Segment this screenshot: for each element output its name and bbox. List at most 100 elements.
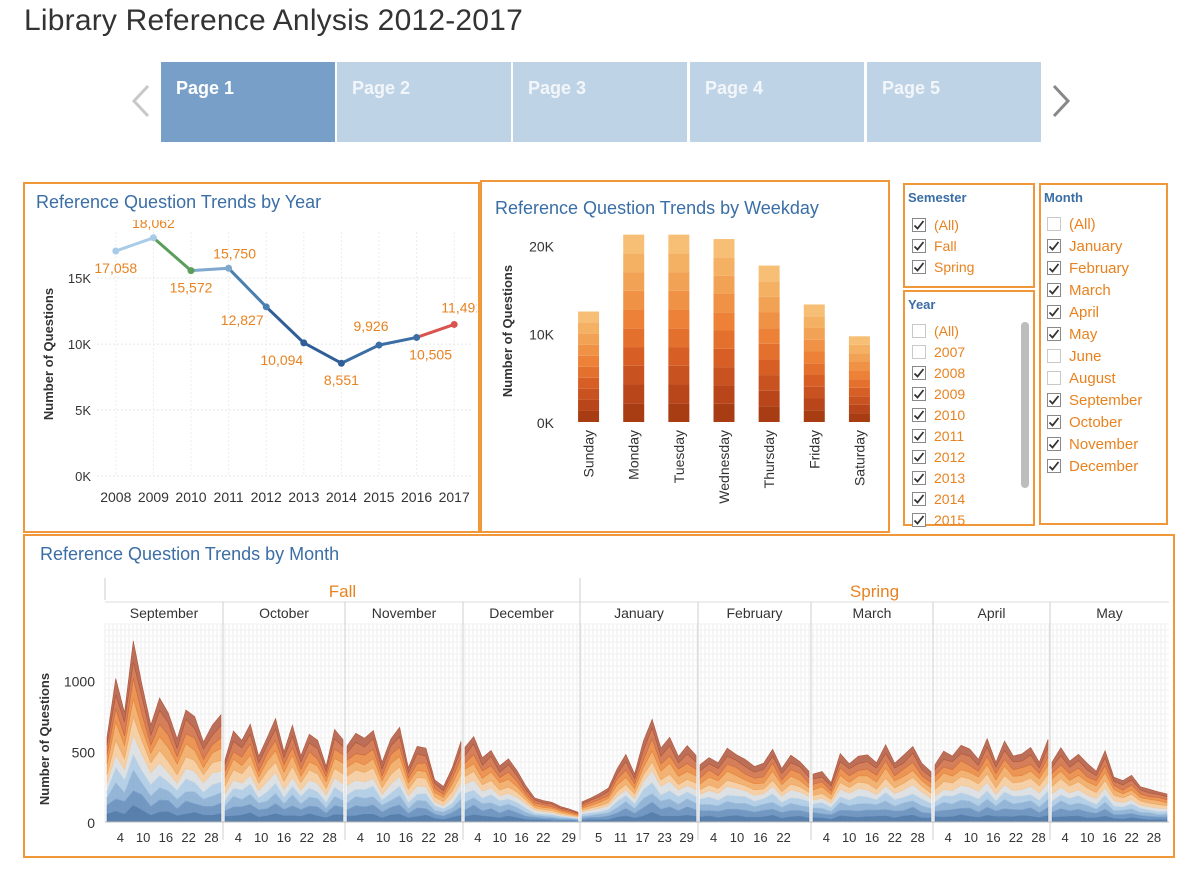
- data-point[interactable]: [413, 333, 421, 341]
- checkbox[interactable]: [1047, 239, 1061, 253]
- checkbox[interactable]: [912, 408, 926, 422]
- bar-segment[interactable]: [713, 330, 735, 349]
- checkbox[interactable]: [912, 239, 926, 253]
- bar-segment[interactable]: [848, 396, 870, 405]
- bar-segment[interactable]: [848, 344, 870, 354]
- year-filter-option[interactable]: (All): [912, 321, 959, 341]
- bar-segment[interactable]: [713, 257, 735, 276]
- bar-segment[interactable]: [803, 327, 825, 340]
- bar-segment[interactable]: [848, 379, 870, 388]
- bar-segment[interactable]: [668, 253, 690, 273]
- bar-segment[interactable]: [578, 377, 600, 389]
- bar-segment[interactable]: [668, 234, 690, 254]
- bar-segment[interactable]: [803, 410, 825, 422]
- tab-page-3[interactable]: Page 3: [513, 62, 687, 142]
- area-layer[interactable]: [812, 743, 932, 787]
- bar-segment[interactable]: [713, 367, 735, 386]
- month-filter-option[interactable]: June: [1047, 346, 1102, 366]
- bar-segment[interactable]: [578, 410, 600, 422]
- bar-segment[interactable]: [758, 359, 780, 376]
- tab-page-2[interactable]: Page 2: [337, 62, 511, 142]
- bar-segment[interactable]: [668, 347, 690, 366]
- bar-segment[interactable]: [578, 388, 600, 400]
- year-filter-option[interactable]: 2008: [912, 363, 965, 383]
- month-filter-option[interactable]: October: [1047, 412, 1122, 432]
- bar-segment[interactable]: [758, 281, 780, 297]
- data-point[interactable]: [112, 247, 120, 255]
- bar-segment[interactable]: [578, 355, 600, 367]
- month-filter-option[interactable]: December: [1047, 456, 1138, 476]
- bar-segment[interactable]: [803, 304, 825, 317]
- semester-filter-option[interactable]: (All): [912, 215, 959, 235]
- checkbox[interactable]: [1047, 217, 1061, 231]
- area-layer[interactable]: [346, 726, 462, 792]
- year-filter-option[interactable]: 2013: [912, 468, 965, 488]
- checkbox[interactable]: [912, 218, 926, 232]
- bar-segment[interactable]: [848, 370, 870, 380]
- bar-segment[interactable]: [803, 386, 825, 399]
- bar-segment[interactable]: [758, 312, 780, 329]
- checkbox[interactable]: [912, 324, 926, 338]
- bar-segment[interactable]: [623, 253, 645, 273]
- month-filter-option[interactable]: January: [1047, 236, 1122, 256]
- year-filter-option[interactable]: 2014: [912, 489, 965, 509]
- bar-segment[interactable]: [803, 398, 825, 411]
- year-filter-option[interactable]: 2009: [912, 384, 965, 404]
- checkbox[interactable]: [912, 492, 926, 506]
- checkbox[interactable]: [1047, 305, 1061, 319]
- bar-segment[interactable]: [758, 296, 780, 313]
- year-filter-option[interactable]: 2012: [912, 447, 965, 467]
- year-filter-option[interactable]: 2011: [912, 426, 964, 446]
- data-point[interactable]: [225, 264, 233, 272]
- bar-segment[interactable]: [668, 272, 690, 291]
- checkbox[interactable]: [912, 429, 926, 443]
- bar-segment[interactable]: [578, 311, 600, 323]
- checkbox[interactable]: [1047, 415, 1061, 429]
- checkbox[interactable]: [912, 345, 926, 359]
- bar-segment[interactable]: [713, 239, 735, 258]
- prev-page-button[interactable]: [130, 84, 152, 118]
- month-filter-option[interactable]: August: [1047, 368, 1116, 388]
- bar-segment[interactable]: [623, 328, 645, 348]
- bar-segment[interactable]: [668, 290, 690, 310]
- data-point[interactable]: [262, 303, 270, 311]
- tab-page-5[interactable]: Page 5: [867, 62, 1041, 142]
- area-layer[interactable]: [1051, 747, 1168, 798]
- month-filter-option[interactable]: (All): [1047, 214, 1096, 234]
- bar-segment[interactable]: [668, 384, 690, 404]
- semester-filter-option[interactable]: Spring: [912, 257, 974, 277]
- bar-segment[interactable]: [623, 290, 645, 310]
- month-filter-option[interactable]: September: [1047, 390, 1142, 410]
- bar-segment[interactable]: [758, 406, 780, 422]
- checkbox[interactable]: [912, 513, 926, 527]
- data-point[interactable]: [450, 320, 458, 328]
- bar-segment[interactable]: [848, 336, 870, 345]
- bar-segment[interactable]: [713, 275, 735, 294]
- bar-segment[interactable]: [713, 348, 735, 368]
- bar-segment[interactable]: [578, 399, 600, 411]
- month-filter-option[interactable]: April: [1047, 302, 1099, 322]
- bar-segment[interactable]: [848, 361, 870, 371]
- checkbox[interactable]: [1047, 437, 1061, 451]
- year-filter-option[interactable]: 2015: [912, 510, 965, 530]
- checkbox[interactable]: [1047, 327, 1061, 341]
- data-point[interactable]: [375, 341, 383, 349]
- tab-page-4[interactable]: Page 4: [690, 62, 864, 142]
- area-layer[interactable]: [699, 747, 810, 778]
- checkbox[interactable]: [1047, 371, 1061, 385]
- next-page-button[interactable]: [1050, 84, 1072, 118]
- tab-page-1[interactable]: Page 1: [161, 62, 335, 142]
- bar-segment[interactable]: [578, 366, 600, 378]
- bar-segment[interactable]: [713, 385, 735, 404]
- checkbox[interactable]: [912, 387, 926, 401]
- bar-segment[interactable]: [758, 343, 780, 360]
- area-layer[interactable]: [934, 737, 1049, 771]
- checkbox[interactable]: [912, 366, 926, 380]
- bar-segment[interactable]: [623, 309, 645, 329]
- bar-segment[interactable]: [848, 353, 870, 362]
- bar-segment[interactable]: [848, 413, 870, 422]
- bar-segment[interactable]: [578, 322, 600, 334]
- bar-segment[interactable]: [623, 403, 645, 422]
- bar-segment[interactable]: [758, 390, 780, 407]
- bar-segment[interactable]: [578, 333, 600, 345]
